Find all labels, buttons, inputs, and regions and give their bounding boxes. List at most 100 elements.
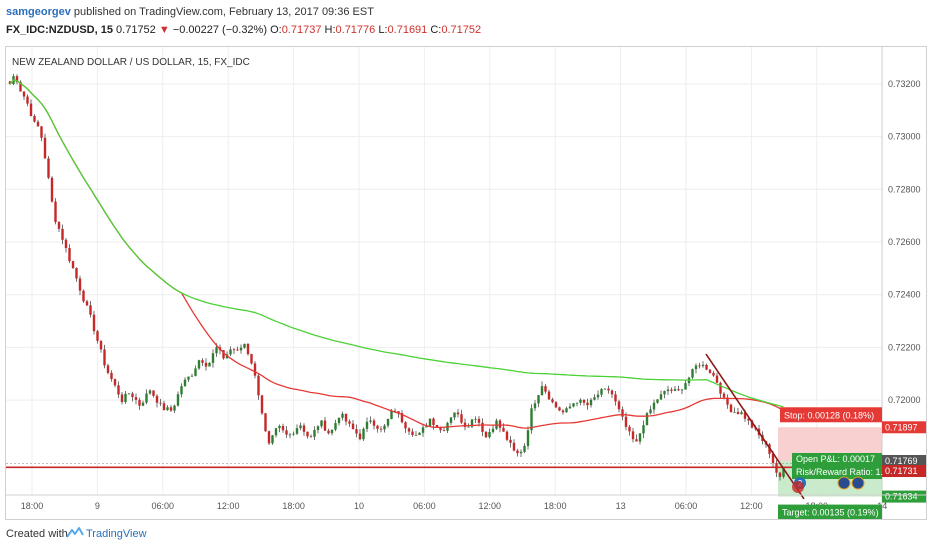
candle-body bbox=[211, 353, 215, 363]
candle-body bbox=[530, 408, 533, 431]
chart-title: NEW ZEALAND DOLLAR / US DOLLAR, 15, FX_I… bbox=[12, 57, 250, 68]
candle-body bbox=[460, 414, 463, 423]
candle-body bbox=[463, 422, 467, 428]
candle-body bbox=[239, 347, 243, 351]
candle-body bbox=[736, 411, 740, 415]
candle-body bbox=[78, 278, 82, 291]
x-tick-label: 06:00 bbox=[675, 501, 698, 511]
candle-body bbox=[306, 431, 309, 437]
candle-body bbox=[491, 428, 495, 432]
candle-body bbox=[131, 393, 134, 398]
candle-body bbox=[99, 340, 103, 350]
candle-body bbox=[145, 393, 148, 403]
candle-body bbox=[516, 450, 519, 454]
footer: Created with TradingView bbox=[0, 520, 932, 550]
close-value: 0.71752 bbox=[441, 24, 482, 36]
candle-body bbox=[40, 126, 43, 138]
candle-body bbox=[554, 402, 558, 408]
author-link[interactable]: samgeorgev bbox=[6, 6, 71, 18]
candle-body bbox=[428, 418, 432, 427]
price-chart[interactable]: 0.73200 0.73000 0.72800 0.72600 0.72400 0.722… bbox=[6, 47, 926, 520]
candle-body bbox=[708, 369, 712, 373]
chart-frame[interactable]: 0.73200 0.73000 0.72800 0.72600 0.72400 0.722… bbox=[5, 46, 927, 520]
candle-body bbox=[292, 433, 295, 435]
flag-icon bbox=[837, 476, 851, 490]
candle-body bbox=[47, 158, 50, 178]
candle-body bbox=[673, 389, 677, 391]
candle-body bbox=[267, 431, 271, 444]
candle-body bbox=[670, 389, 673, 391]
candle-body bbox=[103, 349, 106, 366]
candle-body bbox=[537, 395, 540, 404]
candle-body bbox=[355, 429, 358, 434]
candle-body bbox=[372, 420, 376, 426]
candle-body bbox=[295, 428, 299, 434]
candle-body bbox=[201, 360, 204, 363]
x-tick-label: 18:00 bbox=[21, 501, 44, 511]
candle-body bbox=[236, 349, 239, 351]
trade-labels: Stop: 0.00128 (0.18%) Open P&L: 0.00017 Ri… bbox=[778, 407, 883, 520]
candle-body bbox=[124, 393, 127, 403]
candle-body bbox=[71, 261, 75, 269]
candle-body bbox=[586, 402, 589, 406]
candle-body bbox=[337, 417, 341, 424]
candle-body bbox=[376, 425, 379, 429]
price-tag-label: 0.71769 bbox=[885, 456, 918, 466]
candle-body bbox=[705, 364, 708, 370]
candle-body bbox=[617, 401, 621, 410]
candle-body bbox=[568, 406, 572, 409]
candle-body bbox=[369, 420, 372, 422]
candle-body bbox=[96, 331, 99, 341]
candle-body bbox=[138, 399, 141, 406]
candle-body bbox=[166, 407, 169, 411]
candle-body bbox=[162, 403, 166, 411]
candle-body bbox=[652, 402, 656, 410]
symbol-label: FX_IDC:NZDUSD, 15 bbox=[6, 24, 113, 36]
candle-body bbox=[694, 365, 698, 370]
candle-body bbox=[316, 426, 320, 430]
candle-body bbox=[106, 365, 110, 373]
close-label: C: bbox=[430, 24, 442, 36]
candle-body bbox=[547, 391, 551, 400]
candle-body bbox=[194, 368, 197, 376]
candle-body bbox=[645, 413, 649, 426]
y-tick-label: 0.72200 bbox=[888, 342, 921, 352]
candle-body bbox=[544, 386, 547, 392]
candle-body bbox=[358, 433, 362, 440]
candle-body bbox=[740, 412, 743, 415]
candle-body bbox=[603, 388, 607, 390]
candle-body bbox=[222, 350, 225, 359]
candle-body bbox=[8, 81, 12, 84]
pnl-label-text: Open P&L: 0.00017 bbox=[796, 454, 875, 464]
candle-body bbox=[285, 430, 288, 435]
open-value: 0.71737 bbox=[281, 24, 322, 36]
tradingview-link[interactable]: TradingView bbox=[86, 528, 147, 540]
candle-body bbox=[351, 423, 355, 430]
open-label: O: bbox=[270, 24, 282, 36]
stop-label: Stop: 0.00128 (0.18%) bbox=[780, 407, 882, 423]
candle-body bbox=[533, 403, 537, 409]
candle-body bbox=[435, 425, 439, 428]
high-value: 0.71776 bbox=[335, 24, 376, 36]
candle-body bbox=[456, 412, 460, 415]
candle-body bbox=[442, 430, 446, 431]
price-axis[interactable]: 0.73200 0.73000 0.72800 0.72600 0.72400 0.722… bbox=[881, 47, 926, 519]
candle-body bbox=[467, 426, 470, 428]
candle-body bbox=[649, 409, 652, 414]
candle-body bbox=[92, 314, 96, 332]
candle-body bbox=[642, 425, 645, 434]
target-label-bg bbox=[778, 504, 882, 520]
candle-body bbox=[614, 394, 617, 402]
candle-body bbox=[512, 442, 516, 451]
candlestick-series bbox=[8, 73, 785, 481]
candle-body bbox=[782, 467, 785, 477]
created-with-text: Created with bbox=[6, 528, 68, 540]
candle-body bbox=[684, 383, 687, 390]
candle-body bbox=[148, 390, 152, 394]
candle-body bbox=[348, 421, 351, 424]
candle-body bbox=[691, 369, 694, 378]
last-price: 0.71752 bbox=[116, 24, 156, 36]
rr-label-text: Risk/Reward Ratio: 1. bbox=[796, 467, 883, 477]
x-tick-label: 10 bbox=[354, 501, 364, 511]
high-label: H: bbox=[324, 24, 336, 36]
